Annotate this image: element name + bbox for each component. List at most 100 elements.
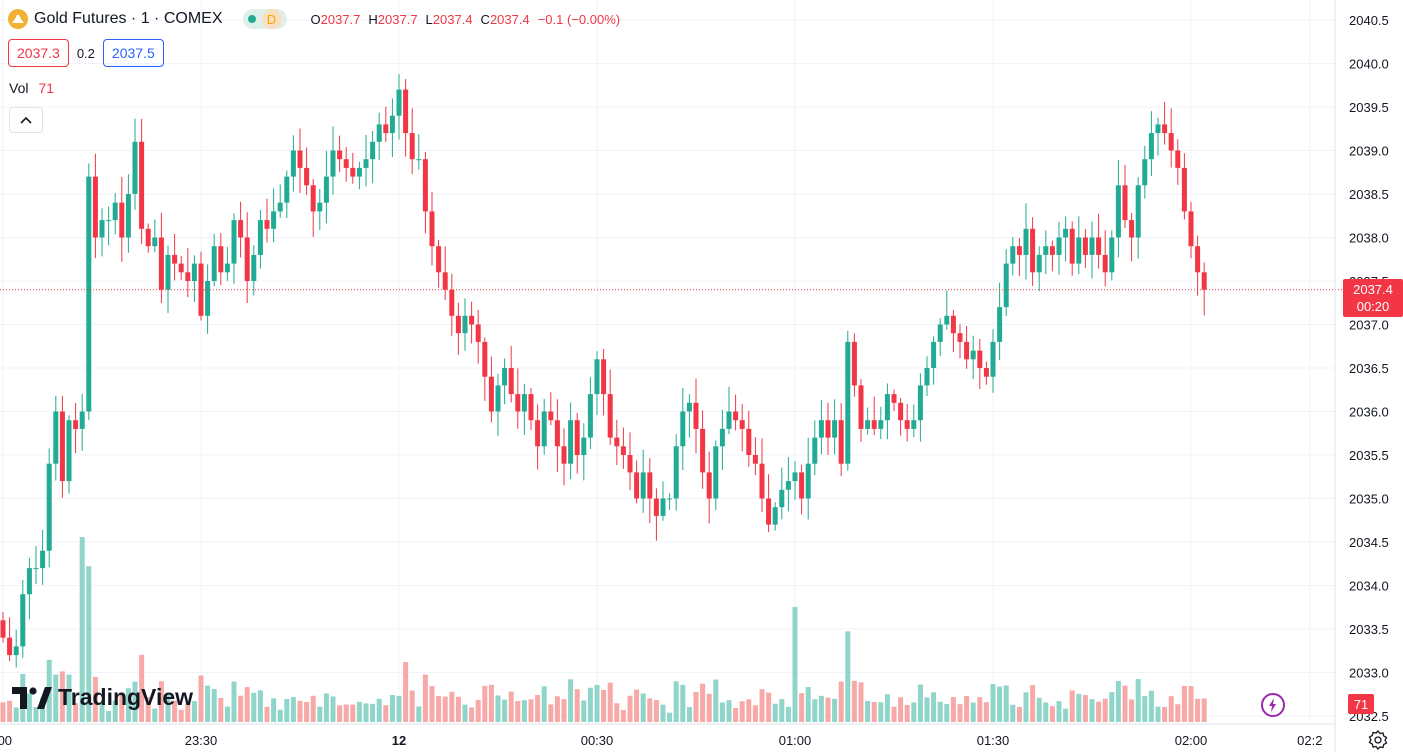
volume-bar — [92, 676, 98, 722]
volume-bar — [264, 706, 270, 722]
volume-bar — [554, 696, 560, 722]
candle — [891, 389, 897, 411]
candle — [1082, 229, 1088, 268]
volume-bar — [779, 699, 785, 722]
volume-bar — [838, 681, 844, 722]
candle — [1056, 221, 1062, 275]
volume-bar — [1195, 698, 1201, 722]
candle — [330, 126, 336, 195]
candle — [581, 423, 587, 481]
volume-bar — [686, 707, 692, 722]
candle — [1142, 145, 1148, 199]
candle — [264, 198, 270, 243]
candle — [812, 420, 818, 476]
sell-bid-button[interactable]: 2037.3 — [8, 39, 69, 67]
time-tick-label: 12 — [392, 733, 406, 748]
volume-bar — [693, 691, 699, 722]
candle — [475, 310, 481, 364]
volume-bar — [119, 692, 125, 722]
time-tick-label: 01:30 — [977, 733, 1010, 748]
tradingview-logo[interactable]: TradingView — [12, 684, 193, 711]
volume-bar — [1109, 692, 1115, 722]
volume-bar — [231, 681, 237, 722]
candle — [86, 163, 92, 421]
candle — [680, 387, 686, 470]
volume-bar — [983, 702, 989, 722]
candle — [218, 233, 224, 286]
volume-bar — [337, 705, 343, 722]
candle — [937, 318, 943, 357]
volume-bar — [1082, 695, 1088, 722]
volume-bar — [403, 662, 409, 722]
candle — [957, 324, 963, 359]
volume-bar — [871, 702, 877, 722]
volume-bar — [1003, 685, 1009, 722]
bar-countdown: 00:20 — [1357, 299, 1390, 314]
candle — [838, 402, 844, 477]
candle — [1063, 216, 1069, 262]
candle — [422, 151, 428, 234]
candle — [13, 629, 19, 668]
candle — [865, 407, 871, 435]
volume-bar — [310, 695, 316, 722]
candle — [950, 310, 956, 353]
volume-bar — [33, 706, 39, 722]
candle — [119, 176, 125, 262]
candle — [911, 404, 917, 438]
settings-gear-icon[interactable] — [1368, 730, 1388, 750]
volume-bar — [73, 703, 79, 722]
candle — [1036, 246, 1042, 292]
volume-bar — [462, 704, 468, 722]
candle — [284, 170, 290, 218]
candle — [898, 398, 904, 436]
volume-bar — [1069, 690, 1075, 722]
candle — [1096, 213, 1102, 269]
price-tick-label: 2039.0 — [1349, 144, 1389, 159]
market-status-pill[interactable]: D — [242, 9, 287, 29]
candle — [251, 245, 257, 296]
collapse-legend-button[interactable] — [9, 107, 43, 133]
volume-tag: 71 — [1348, 694, 1374, 714]
volume-bar — [937, 701, 943, 722]
candle — [1148, 111, 1154, 177]
candle — [46, 448, 52, 568]
candle — [416, 134, 422, 170]
volume-bar — [343, 704, 349, 722]
volume-bar — [449, 691, 455, 722]
volume-bar — [53, 674, 59, 722]
buy-ask-button[interactable]: 2037.5 — [102, 39, 164, 67]
candle — [752, 437, 758, 476]
volume-bar — [851, 680, 857, 722]
candle — [165, 245, 171, 314]
volume-bar — [587, 687, 593, 722]
volume-bar — [997, 686, 1003, 722]
price-tick-label: 2040.0 — [1349, 57, 1389, 72]
volume-bar — [667, 712, 673, 722]
candle — [528, 387, 534, 430]
candle — [521, 383, 527, 435]
candle — [363, 135, 369, 187]
candle — [1030, 217, 1036, 286]
volume-bar — [86, 566, 92, 722]
candle — [1089, 221, 1095, 279]
volume-bar — [317, 706, 323, 722]
volume-bar — [106, 711, 112, 722]
candle — [759, 438, 765, 513]
price-tick-label: 2038.0 — [1349, 231, 1389, 246]
candle — [851, 333, 857, 397]
volume-bar — [884, 694, 890, 722]
candle — [152, 219, 158, 253]
candle — [1135, 177, 1141, 259]
change-value: −0.1 (−0.00%) — [537, 11, 621, 27]
volume-bar — [1175, 704, 1181, 722]
lightning-icon[interactable] — [1261, 693, 1285, 717]
volume-bar — [818, 695, 824, 722]
symbol-title[interactable]: Gold Futures · 1 · COMEX — [34, 10, 223, 27]
volume-bar — [825, 697, 831, 722]
volume-bar — [970, 702, 976, 722]
volume-bar — [739, 701, 745, 722]
candle — [26, 557, 32, 620]
volume-label[interactable]: Vol — [9, 80, 29, 96]
candle — [871, 396, 877, 436]
